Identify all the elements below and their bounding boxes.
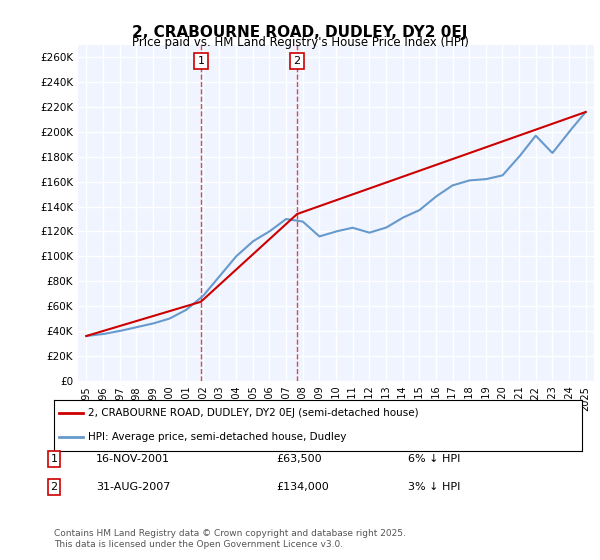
Text: Contains HM Land Registry data © Crown copyright and database right 2025.
This d: Contains HM Land Registry data © Crown c… xyxy=(54,529,406,549)
Text: 31-AUG-2007: 31-AUG-2007 xyxy=(96,482,170,492)
Text: 2: 2 xyxy=(293,56,301,66)
Text: Price paid vs. HM Land Registry's House Price Index (HPI): Price paid vs. HM Land Registry's House … xyxy=(131,36,469,49)
Text: £134,000: £134,000 xyxy=(276,482,329,492)
Text: 16-NOV-2001: 16-NOV-2001 xyxy=(96,454,170,464)
Text: 2, CRABOURNE ROAD, DUDLEY, DY2 0EJ: 2, CRABOURNE ROAD, DUDLEY, DY2 0EJ xyxy=(133,25,467,40)
Text: 1: 1 xyxy=(197,56,205,66)
Text: 2: 2 xyxy=(50,482,58,492)
Text: 3% ↓ HPI: 3% ↓ HPI xyxy=(408,482,460,492)
Text: HPI: Average price, semi-detached house, Dudley: HPI: Average price, semi-detached house,… xyxy=(88,432,347,442)
Text: 1: 1 xyxy=(50,454,58,464)
Text: £63,500: £63,500 xyxy=(276,454,322,464)
Text: 2, CRABOURNE ROAD, DUDLEY, DY2 0EJ (semi-detached house): 2, CRABOURNE ROAD, DUDLEY, DY2 0EJ (semi… xyxy=(88,408,419,418)
Text: 6% ↓ HPI: 6% ↓ HPI xyxy=(408,454,460,464)
